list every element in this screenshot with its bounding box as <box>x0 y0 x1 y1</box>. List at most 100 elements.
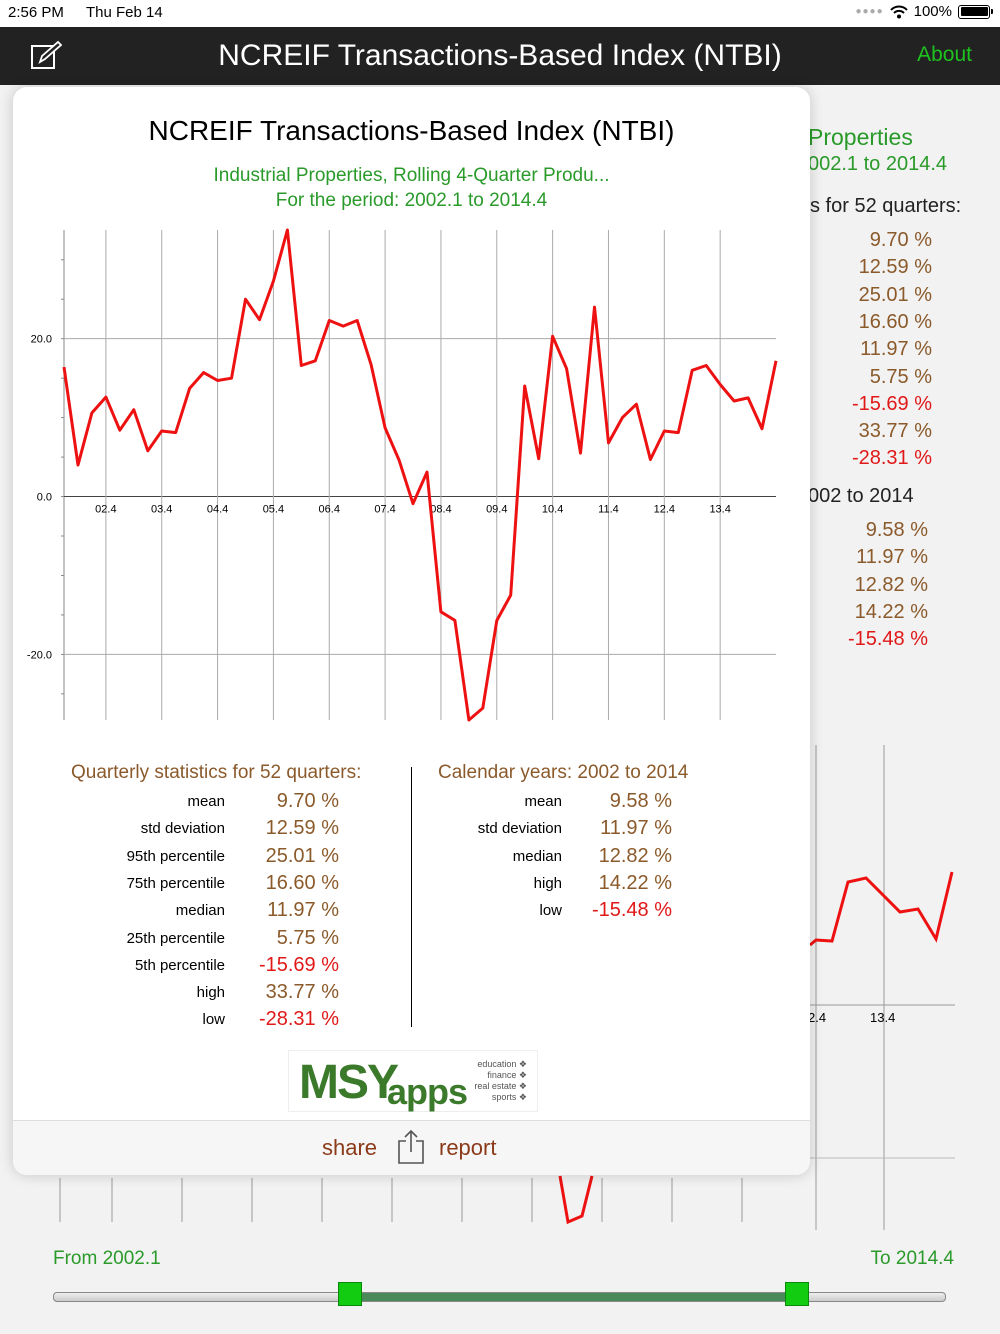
bg-period-fragment: 002.1 to 2014.4 <box>808 153 948 175</box>
stat-label: median <box>175 902 225 920</box>
logo-tag: finance ❖ <box>487 1070 527 1080</box>
stat-value: 11.97 % <box>267 899 339 922</box>
nav-title: NCREIF Transactions-Based Index (NTBI) <box>218 39 782 72</box>
y-tick-label: 20.0 <box>31 334 52 346</box>
bg-cal-value: 14.22 % <box>854 600 928 623</box>
logo-msy: MSY <box>299 1056 399 1109</box>
stat-value: -15.48 % <box>591 899 672 922</box>
range-slider-selection <box>350 1293 797 1301</box>
bg-stat-value: 33.77 % <box>858 420 932 443</box>
x-tick-label: 06.4 <box>319 504 340 516</box>
stat-label: mean <box>524 793 562 810</box>
stat-label: 75th percentile <box>126 874 225 892</box>
stats-divider <box>411 767 412 1027</box>
stat-label: low <box>539 902 562 920</box>
logo-tag: real estate ❖ <box>474 1081 527 1091</box>
range-from-label: From 2002.1 <box>53 1248 161 1269</box>
series-line <box>62 228 778 722</box>
logo-tag: sports ❖ <box>491 1092 527 1102</box>
msyapps-logo: MSY apps education ❖ finance ❖ real esta… <box>288 1050 538 1112</box>
edit-icon[interactable] <box>30 40 62 72</box>
stat-label: std deviation <box>477 820 562 838</box>
status-right: ●●●● 100% <box>855 3 993 20</box>
bg-stat-value: 11.97 % <box>860 338 932 361</box>
x-tick-label: 04.4 <box>207 504 228 516</box>
status-bar: 2:56 PM Thu Feb 14 ●●●● 100% <box>0 0 1000 27</box>
bg-cal-value: 9.58 % <box>865 519 928 541</box>
quarterly-stats-heading: Quarterly statistics for 52 quarters: <box>71 762 362 783</box>
stat-label: median <box>512 847 562 865</box>
bg-stat-value: -15.69 % <box>851 392 932 415</box>
y-tick-label: -20.0 <box>27 649 52 661</box>
stat-label: std deviation <box>140 820 225 838</box>
stat-value: 33.77 % <box>265 981 339 1004</box>
wifi-icon <box>889 5 908 18</box>
bg-series-line <box>809 871 954 947</box>
bg-stat-value: 16.60 % <box>858 310 932 333</box>
stat-label: low <box>202 1011 225 1029</box>
bg-calendar-heading-fragment: 002 to 2014 <box>808 485 914 507</box>
bg-stats-heading-fragment: s for 52 quarters: <box>810 195 962 217</box>
share-button[interactable]: share <box>322 1135 378 1160</box>
bg-tick-label: 13.4 <box>870 1010 895 1025</box>
popover-toolbar: share report <box>13 1120 810 1175</box>
battery-icon <box>958 4 993 19</box>
bg-stat-value: 5.75 % <box>869 365 932 388</box>
chart-subtitle: Industrial Properties, Rolling 4-Quarter… <box>213 165 610 186</box>
bg-cal-value: 11.97 % <box>856 546 928 569</box>
x-tick-label: 05.4 <box>263 504 284 516</box>
range-slider-from-thumb[interactable] <box>338 1282 363 1306</box>
stat-label: 5th percentile <box>134 956 225 974</box>
bg-tick-label: 2.4 <box>808 1010 826 1025</box>
bg-stat-value: 12.59 % <box>858 256 932 279</box>
nav-bar: NCREIF Transactions-Based Index (NTBI) A… <box>0 27 1000 85</box>
signal-dots-icon: ●●●● <box>855 6 884 17</box>
stat-label: 95th percentile <box>126 847 225 865</box>
bg-cal-value: -15.48 % <box>847 628 928 651</box>
stat-value: -15.69 % <box>258 953 339 976</box>
range-slider-to-thumb[interactable] <box>784 1282 809 1306</box>
x-tick-label: 08.4 <box>430 504 451 516</box>
line-chart: 20.0 0.0 -20.0 02.4 03.4 04.4 05.4 06.4 07.4 08.4… <box>27 228 778 722</box>
stat-label: mean <box>187 793 225 810</box>
bg-stat-value: -28.31 % <box>851 447 932 470</box>
battery-percent: 100% <box>913 3 952 20</box>
stat-label: 25th percentile <box>126 929 225 947</box>
stat-value: 5.75 % <box>276 926 339 949</box>
x-tick-label: 12.4 <box>654 504 675 516</box>
stat-value: 12.59 % <box>265 817 339 840</box>
stat-value: 16.60 % <box>265 871 339 894</box>
stat-value: 14.22 % <box>598 871 672 894</box>
report-button[interactable]: report <box>439 1135 497 1160</box>
stat-value: 9.70 % <box>276 790 339 812</box>
x-tick-label: 03.4 <box>151 504 172 516</box>
x-tick-label: 11.4 <box>598 504 619 516</box>
chart-title: NCREIF Transactions-Based Index (NTBI) <box>148 115 675 146</box>
stat-value: 9.58 % <box>609 790 672 812</box>
status-time: 2:56 PM <box>8 4 64 21</box>
x-tick-label: 10.4 <box>542 504 563 516</box>
bg-stat-value: 25.01 % <box>858 283 932 306</box>
logo-tags: education ❖ finance ❖ real estate ❖ spor… <box>474 1059 527 1103</box>
report-popover: NCREIF Transactions-Based Index (NTBI) I… <box>13 87 810 1175</box>
range-to-label: To 2014.4 <box>870 1248 954 1269</box>
bg-title-fragment: Properties <box>808 124 913 150</box>
logo-tag: education ❖ <box>477 1059 527 1069</box>
bg-cal-value: 12.82 % <box>854 573 928 596</box>
x-tick-label: 02.4 <box>95 504 116 516</box>
stat-value: 12.82 % <box>598 844 672 867</box>
x-tick-label: 13.4 <box>709 504 730 516</box>
x-tick-label: 07.4 <box>374 504 395 516</box>
stat-value: 11.97 % <box>600 817 672 840</box>
stat-value: 25.01 % <box>265 844 339 867</box>
about-button[interactable]: About <box>917 43 972 66</box>
logo-apps: apps <box>387 1071 468 1112</box>
y-tick-label: 0.0 <box>37 492 52 504</box>
stat-value: -28.31 % <box>258 1008 339 1031</box>
calendar-stats-heading: Calendar years: 2002 to 2014 <box>438 762 689 783</box>
stat-label: high <box>196 984 225 1002</box>
stat-label: high <box>533 874 562 892</box>
status-date: Thu Feb 14 <box>86 4 163 21</box>
bg-chart: 2.4 13.4 <box>59 745 955 1230</box>
share-icon[interactable] <box>397 1129 425 1165</box>
